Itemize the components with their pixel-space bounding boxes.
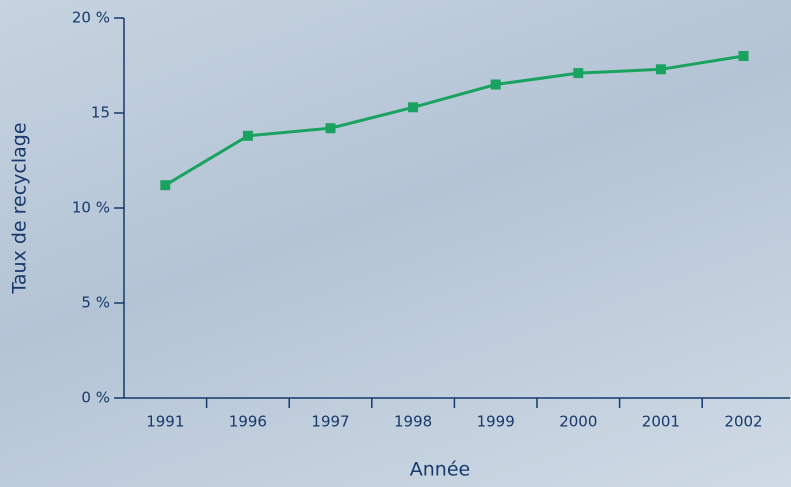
marker	[160, 180, 170, 190]
x-axis-label: Année	[410, 459, 470, 481]
x-tick-label: 2000	[559, 413, 597, 431]
marker	[408, 102, 418, 112]
x-tick-label: 1996	[229, 413, 267, 431]
y-tick-label: 15	[91, 104, 110, 122]
x-tick-label: 1999	[477, 413, 515, 431]
marker	[491, 80, 501, 90]
marker	[326, 123, 336, 133]
x-tick-label: 2001	[642, 413, 680, 431]
x-tick-label: 1997	[311, 413, 349, 431]
y-tick-label: 10 %	[72, 199, 110, 217]
x-tick-label: 2002	[724, 413, 762, 431]
marker	[243, 131, 253, 141]
chart: Année Taux de recyclage 0 % 5 % 10 % 15 20 %…	[0, 0, 791, 487]
line	[165, 56, 743, 185]
y-tick-label: 20 %	[72, 9, 110, 27]
marker	[656, 64, 666, 74]
marker	[573, 68, 583, 78]
marker	[739, 51, 749, 61]
x-tick-label: 1998	[394, 413, 432, 431]
x-tick-label: 1991	[146, 413, 184, 431]
y-axis-label: Taux de recyclage	[9, 122, 31, 294]
y-tick-label: 0 %	[81, 389, 110, 407]
y-tick-label: 5 %	[81, 294, 110, 312]
